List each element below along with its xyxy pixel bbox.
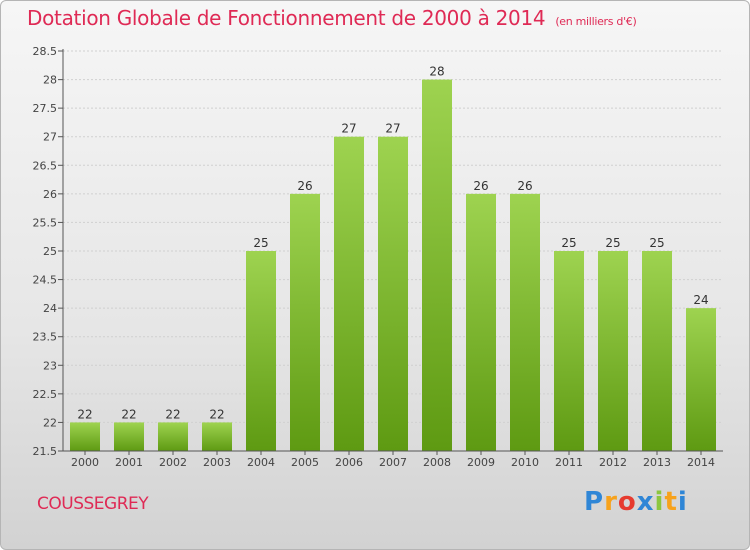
x-tick-label: 2002 xyxy=(159,456,187,469)
logo-letter: x xyxy=(636,487,655,517)
grid-lines xyxy=(63,50,723,423)
logo-letter: o xyxy=(617,487,637,517)
bar-2004 xyxy=(246,251,276,451)
value-label: 27 xyxy=(385,122,400,136)
bar-2001 xyxy=(114,422,144,451)
bars xyxy=(70,79,716,452)
logo-letter: t xyxy=(664,487,678,517)
bar-2008 xyxy=(422,79,452,452)
y-tick-label: 22.5 xyxy=(33,388,58,401)
bar-2010 xyxy=(510,193,540,451)
chart-title-text: Dotation Globale de Fonctionnement de 20… xyxy=(27,6,546,30)
y-tick-label: 25.5 xyxy=(33,216,58,229)
x-tick-label: 2014 xyxy=(687,456,715,469)
y-tick-label: 26 xyxy=(43,188,57,201)
value-label: 25 xyxy=(561,236,576,250)
bar-2014 xyxy=(686,308,716,451)
y-tick-label: 25 xyxy=(43,245,57,258)
logo-letter: i xyxy=(677,487,688,517)
chart-subtitle: (en milliers d'€) xyxy=(555,15,637,28)
data-labels: 22 22 22 22 25 26 27 27 28 26 26 25 25 25 24 xyxy=(77,65,708,422)
proxiti-logo: Proxiti xyxy=(584,487,688,517)
logo-letter: r xyxy=(604,487,618,517)
commune-name: COUSSEGREY xyxy=(37,494,149,514)
x-tick-label: 2012 xyxy=(599,456,627,469)
y-tick-label: 26.5 xyxy=(33,159,58,172)
x-tick-label: 2001 xyxy=(115,456,143,469)
value-label: 26 xyxy=(473,179,488,193)
x-tick-label: 2008 xyxy=(423,456,451,469)
axes: 21.5 22 22.5 23 23.5 24 24.5 25 25.5 26 26.5 27 27.5… xyxy=(33,45,723,469)
y-tick-label: 28.5 xyxy=(33,45,58,58)
x-tick-label: 2011 xyxy=(555,456,583,469)
x-tick-label: 2005 xyxy=(291,456,319,469)
value-label: 22 xyxy=(121,407,136,421)
x-tick-label: 2010 xyxy=(511,456,539,469)
y-tick-label: 24 xyxy=(43,302,57,315)
value-label: 26 xyxy=(517,179,532,193)
value-label: 28 xyxy=(429,65,444,79)
logo-letter: P xyxy=(584,487,605,517)
x-tick-label: 2007 xyxy=(379,456,407,469)
y-tick-label: 22 xyxy=(43,416,57,429)
bar-2012 xyxy=(598,251,628,451)
bar-2003 xyxy=(202,422,232,451)
logo-letter: i xyxy=(654,487,665,517)
value-label: 22 xyxy=(209,407,224,421)
bar-2000 xyxy=(70,422,100,451)
y-tick-label: 27.5 xyxy=(33,102,58,115)
y-tick-label: 28 xyxy=(43,74,57,87)
bar-2002 xyxy=(158,422,188,451)
value-label: 22 xyxy=(165,407,180,421)
y-tick-label: 23 xyxy=(43,359,57,372)
value-label: 25 xyxy=(605,236,620,250)
bar-2009 xyxy=(466,193,496,451)
y-tick-label: 24.5 xyxy=(33,274,58,287)
value-label: 26 xyxy=(297,179,312,193)
x-tick-label: 2006 xyxy=(335,456,363,469)
y-tick-label: 27 xyxy=(43,131,57,144)
x-tick-label: 2009 xyxy=(467,456,495,469)
y-tick-label: 23.5 xyxy=(33,331,58,344)
x-tick-label: 2004 xyxy=(247,456,275,469)
value-label: 22 xyxy=(77,407,92,421)
value-label: 25 xyxy=(253,236,268,250)
x-tick-label: 2000 xyxy=(71,456,99,469)
chart-title: Dotation Globale de Fonctionnement de 20… xyxy=(27,6,637,30)
x-tick-label: 2013 xyxy=(643,456,671,469)
bar-2006 xyxy=(334,136,364,451)
x-tick-label: 2003 xyxy=(203,456,231,469)
bar-2005 xyxy=(290,193,320,451)
value-label: 25 xyxy=(649,236,664,250)
bar-2013 xyxy=(642,251,672,451)
bar-2007 xyxy=(378,136,408,451)
y-tick-label: 21.5 xyxy=(33,445,58,458)
value-label: 27 xyxy=(341,122,356,136)
bar-2011 xyxy=(554,251,584,451)
value-label: 24 xyxy=(693,293,708,307)
